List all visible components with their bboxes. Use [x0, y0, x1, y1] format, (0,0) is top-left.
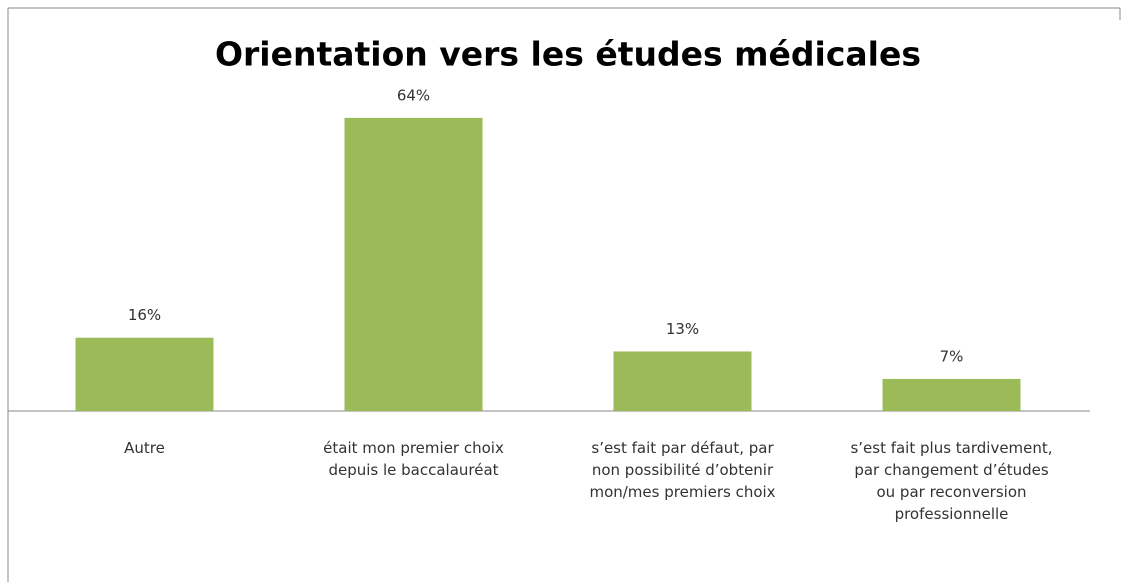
x-tick-label: était mon premier choix depuis le baccal…	[323, 439, 504, 479]
chart-title: Orientation vers les études médicales	[215, 35, 921, 74]
value-label: 7%	[940, 347, 964, 365]
bar	[344, 117, 483, 411]
value-label: 64%	[397, 86, 430, 104]
bar	[75, 337, 214, 411]
x-tick-label: s’est fait par défaut, par non possibili…	[589, 439, 776, 501]
x-tick-label: s’est fait plus tardivement, par changem…	[850, 439, 1053, 523]
x-tick-label: Autre	[124, 439, 165, 457]
value-label: 16%	[128, 306, 161, 324]
bar	[613, 351, 752, 411]
value-label: 13%	[666, 320, 699, 338]
bar	[882, 378, 1021, 411]
